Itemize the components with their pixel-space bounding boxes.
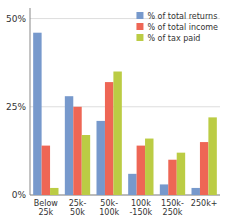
bar bbox=[160, 184, 168, 195]
bar bbox=[192, 188, 200, 195]
x-tick-label-line: Below bbox=[34, 199, 59, 208]
bar bbox=[113, 72, 121, 195]
x-tick-label-line: 25k bbox=[38, 208, 53, 217]
y-tick-label: 25% bbox=[6, 102, 26, 112]
x-tick-label-line: 250k bbox=[163, 208, 183, 217]
x-tick-label-line: -150k bbox=[129, 208, 152, 217]
x-tick-label: 100k-150k bbox=[129, 199, 152, 217]
x-tick-label: Below25k bbox=[34, 199, 59, 217]
legend-label: % of tax paid bbox=[147, 34, 200, 43]
x-tick-label-line: 50k bbox=[70, 208, 85, 217]
bar bbox=[208, 117, 216, 195]
bars bbox=[33, 33, 217, 195]
bar bbox=[168, 160, 176, 195]
chart: 0%25%50%Below25k25k-50k50k-100k100k-150k… bbox=[0, 0, 225, 223]
bar bbox=[33, 33, 41, 195]
x-tick-label: 250k+ bbox=[191, 199, 218, 208]
bar bbox=[137, 146, 145, 195]
legend-swatch bbox=[136, 23, 143, 30]
bar bbox=[200, 142, 208, 195]
bar bbox=[177, 153, 185, 195]
chart-container: 0%25%50%Below25k25k-50k50k-100k100k-150k… bbox=[0, 0, 225, 223]
bar bbox=[145, 139, 153, 195]
y-axis-line bbox=[30, 8, 31, 195]
bar bbox=[42, 146, 50, 195]
x-tick-label-line: 25k- bbox=[69, 199, 87, 208]
y-tick-label: 50% bbox=[6, 14, 26, 24]
legend-label: % of total returns bbox=[147, 12, 217, 21]
y-tick-label: 0% bbox=[12, 190, 27, 200]
bar bbox=[128, 174, 136, 195]
bar bbox=[65, 96, 73, 195]
x-tick-label: 50k-100k bbox=[99, 199, 119, 217]
legend-swatch bbox=[136, 12, 143, 19]
legend-swatch bbox=[136, 34, 143, 41]
x-tick-label-line: 100k bbox=[99, 208, 119, 217]
bar bbox=[105, 82, 113, 195]
x-tick-label-line: 250k+ bbox=[191, 199, 218, 208]
bar bbox=[73, 107, 81, 195]
bar bbox=[82, 135, 90, 195]
x-tick-label-line: 150k- bbox=[161, 199, 184, 208]
x-tick-label-line: 100k bbox=[131, 199, 151, 208]
x-tick-label: 25k-50k bbox=[69, 199, 87, 217]
x-tick-label: 150k-250k bbox=[161, 199, 184, 217]
x-tick-label-line: 50k- bbox=[100, 199, 118, 208]
legend: % of total returns % of total income % of … bbox=[136, 12, 218, 43]
bar bbox=[97, 121, 105, 195]
bar bbox=[50, 188, 58, 195]
legend-label: % of total income bbox=[147, 23, 218, 32]
grid-line bbox=[30, 106, 220, 107]
